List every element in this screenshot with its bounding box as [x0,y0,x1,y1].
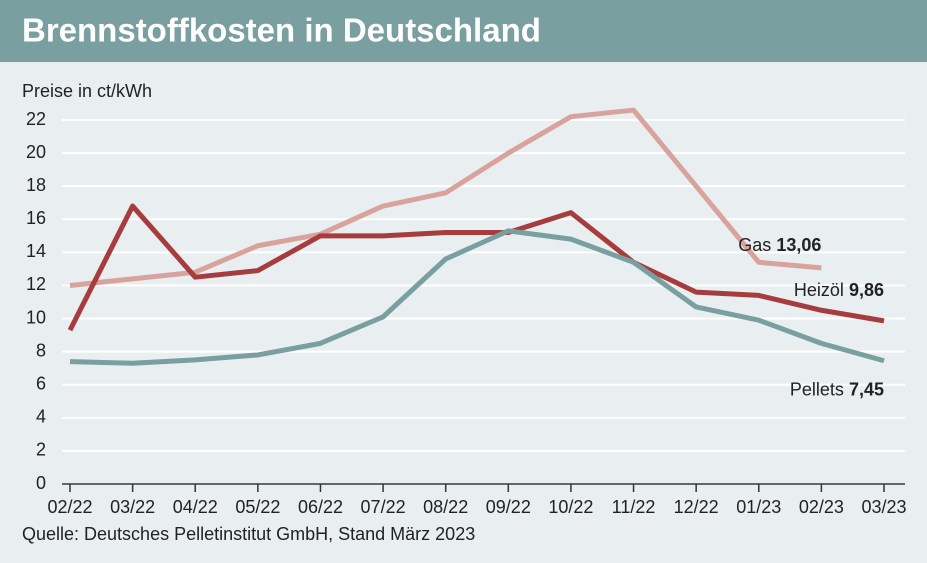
y-tick-label: 6 [36,373,46,393]
x-tick-label: 12/22 [674,497,719,517]
end-label: Pellets 7,45 [790,379,884,399]
x-tick-label: 08/22 [423,497,468,517]
series-name: Gas [738,235,771,255]
series-name: Heizöl [794,280,844,300]
x-tick-label: 03/22 [110,497,155,517]
x-tick-label: 02/22 [47,497,92,517]
y-tick-label: 14 [26,241,46,261]
series-line [67,203,885,332]
source: Quelle: Deutsches Pelletinstitut GmbH, S… [22,524,475,544]
y-axis-label: Preise in ct/kWh [22,81,152,101]
x-tick-label: 03/23 [861,497,906,517]
value-label: 7,45 [849,379,884,399]
x-tick-label: 05/22 [235,497,280,517]
y-tick-label: 16 [26,208,46,228]
y-tick-label: 2 [36,440,46,460]
x-tick-label: 07/22 [361,497,406,517]
series-name: Pellets [790,379,844,399]
end-label: Gas 13,06 [738,235,821,255]
chart-title: Brennstoffkosten in Deutschland [22,12,541,49]
end-label: Heizöl 9,86 [794,280,884,300]
y-tick-label: 4 [36,407,46,427]
y-tick-label: 10 [26,307,46,327]
y-tick-label: 20 [26,142,46,162]
x-tick-label: 09/22 [486,497,531,517]
x-tick-label: 01/23 [736,497,781,517]
series-line [69,228,885,366]
x-tick-label: 02/23 [799,497,844,517]
y-tick-label: 0 [36,473,46,493]
value-label: 9,86 [849,280,884,300]
x-tick-label: 06/22 [298,497,343,517]
series-line [69,107,822,288]
x-tick-label: 10/22 [548,497,593,517]
y-tick-label: 12 [26,274,46,294]
value-label: 13,06 [776,235,821,255]
x-tick-label: 04/22 [173,497,218,517]
y-tick-label: 18 [26,175,46,195]
x-tick-label: 11/22 [612,497,656,517]
y-tick-label: 22 [26,109,46,129]
title-bar [0,0,927,62]
y-tick-label: 8 [36,340,46,360]
